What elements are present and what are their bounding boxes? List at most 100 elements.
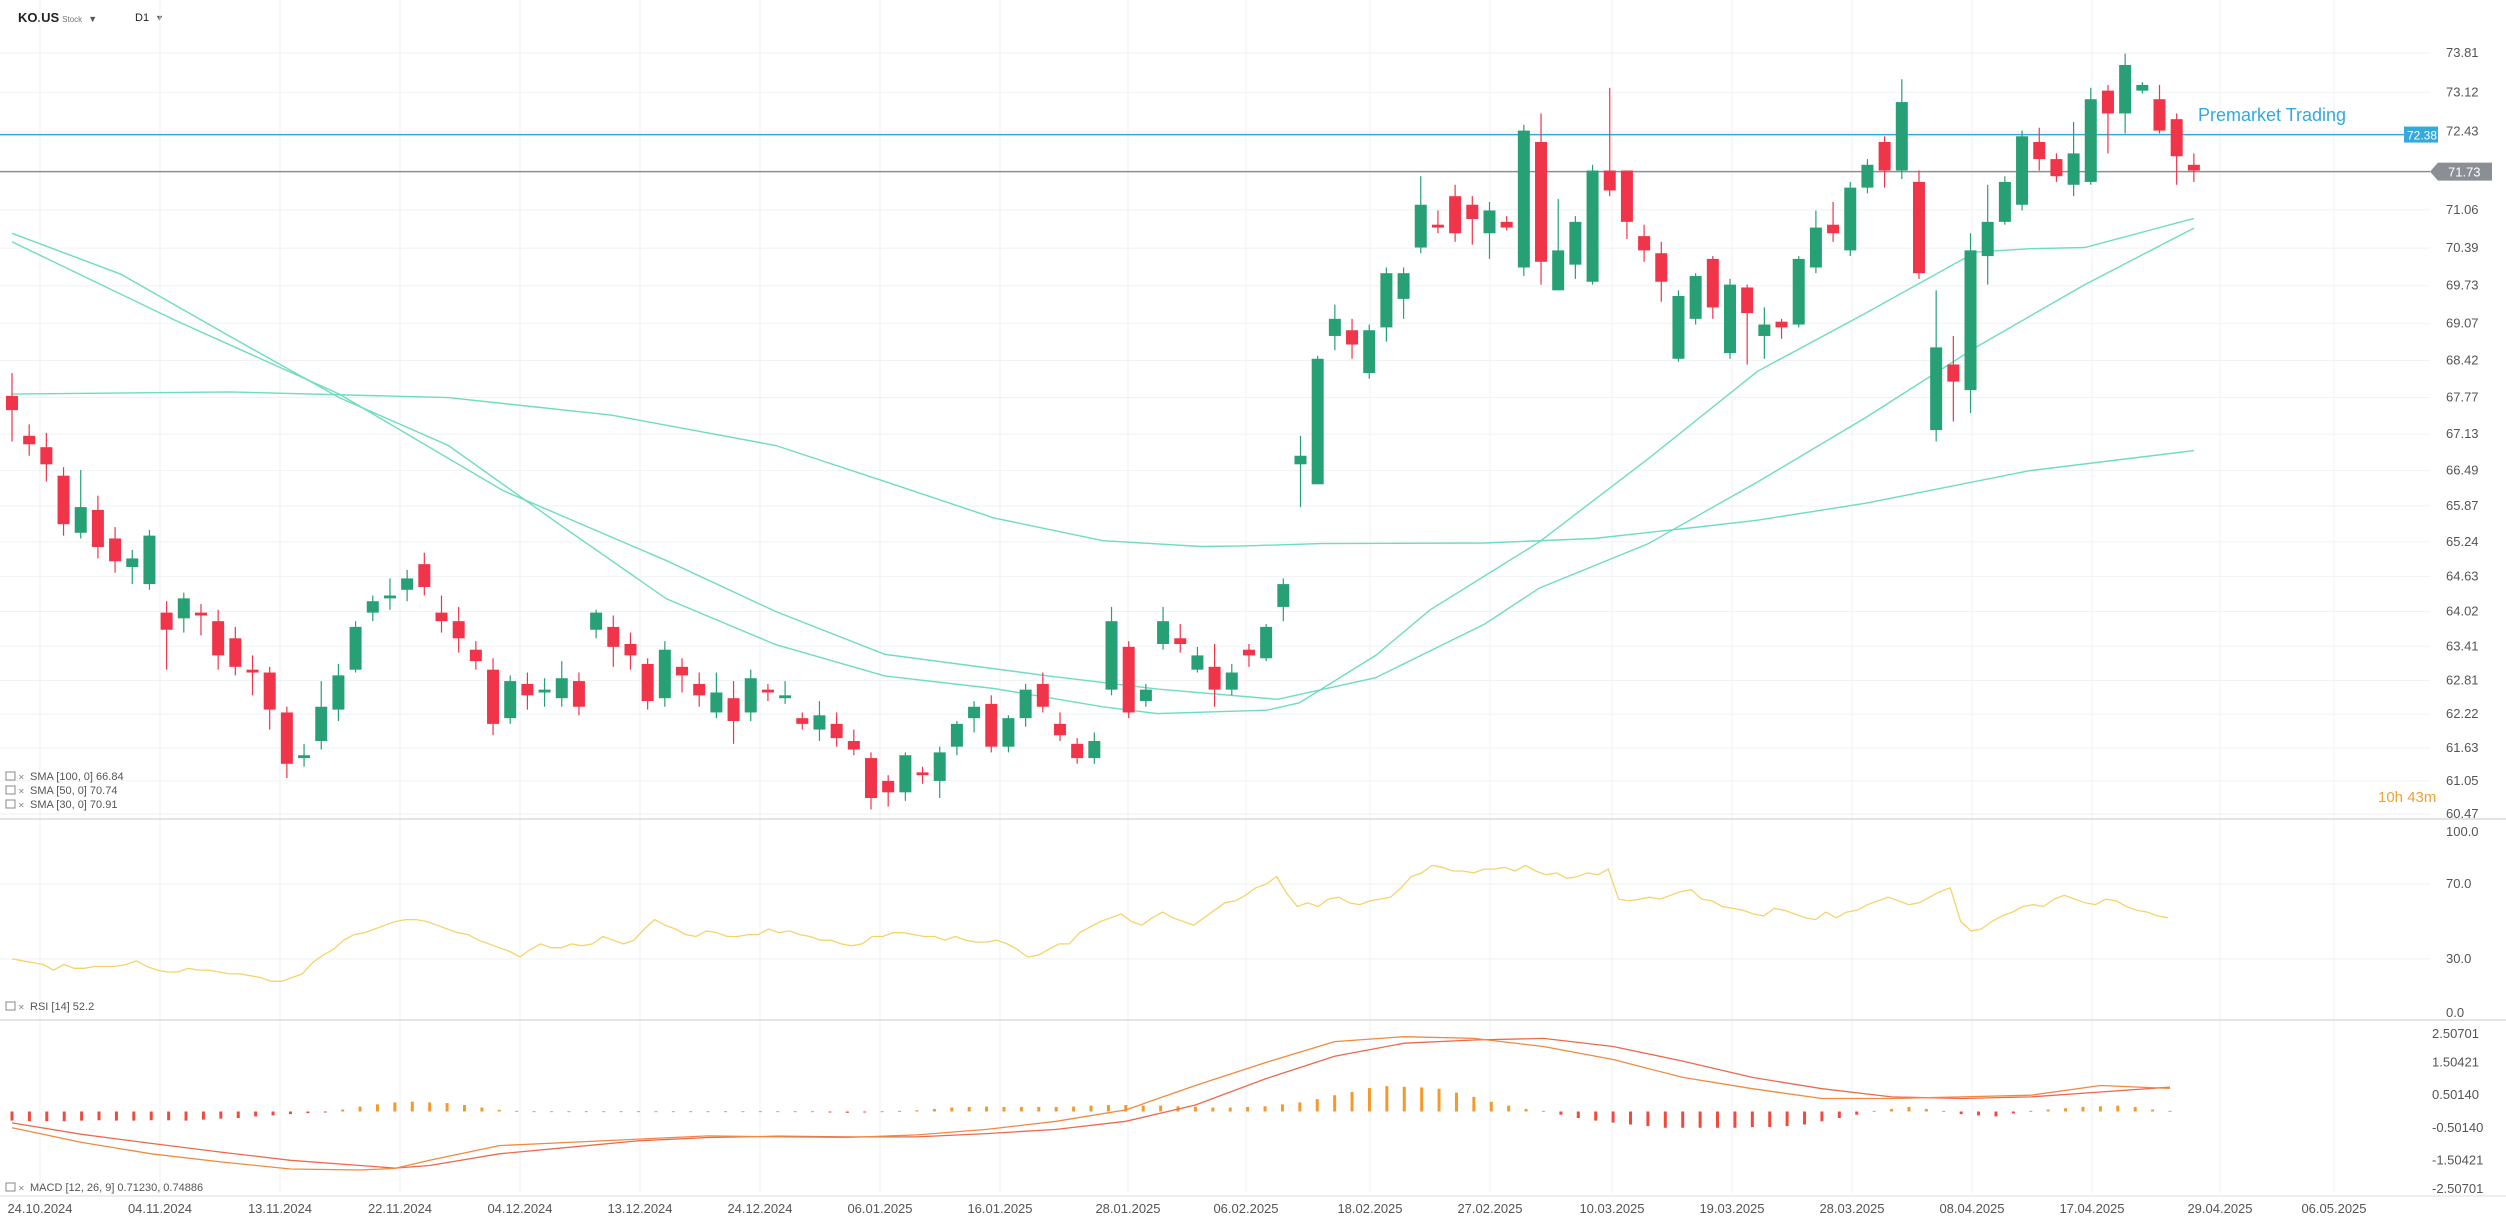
candle[interactable] — [1242, 644, 1255, 667]
candle[interactable] — [538, 678, 551, 707]
candle[interactable] — [796, 712, 809, 730]
candle[interactable] — [1380, 267, 1393, 342]
candle[interactable] — [1105, 606, 1118, 696]
candle[interactable] — [74, 470, 87, 539]
candle[interactable] — [1998, 176, 2011, 225]
candle[interactable] — [2170, 113, 2183, 185]
candle[interactable] — [779, 681, 792, 704]
candle[interactable] — [1947, 335, 1960, 422]
candle[interactable] — [1328, 304, 1341, 351]
candle[interactable] — [1466, 196, 1479, 245]
candle[interactable] — [607, 615, 620, 667]
candle[interactable] — [572, 672, 585, 716]
candle[interactable] — [2187, 153, 2200, 182]
candle[interactable] — [2101, 84, 2114, 154]
candle[interactable] — [6, 373, 18, 442]
candle[interactable] — [693, 672, 706, 707]
candle[interactable] — [761, 683, 774, 702]
candle[interactable] — [727, 681, 740, 744]
candle[interactable] — [916, 766, 929, 784]
candle[interactable] — [1535, 113, 1548, 285]
indicator-settings-icon[interactable] — [5, 785, 16, 795]
candle[interactable] — [1053, 712, 1066, 741]
candle[interactable] — [1603, 87, 1616, 197]
candle[interactable] — [452, 606, 465, 653]
candle[interactable] — [1758, 307, 1771, 359]
candle[interactable] — [263, 666, 276, 730]
candle[interactable] — [1122, 641, 1135, 719]
candle[interactable] — [1139, 683, 1152, 707]
candle[interactable] — [1672, 290, 1685, 362]
candle[interactable] — [710, 672, 723, 719]
candle[interactable] — [1844, 181, 1857, 257]
candle[interactable] — [590, 609, 603, 639]
candle[interactable] — [23, 424, 36, 456]
candle[interactable] — [194, 604, 207, 636]
candle[interactable] — [1689, 273, 1702, 325]
candle[interactable] — [555, 661, 568, 707]
candle[interactable] — [1981, 184, 1994, 285]
candle[interactable] — [1706, 256, 1719, 319]
indicator-settings-icon[interactable] — [5, 1182, 16, 1192]
candle[interactable] — [229, 626, 242, 676]
candle[interactable] — [1225, 663, 1238, 696]
candle[interactable] — [280, 706, 293, 779]
candle[interactable] — [1586, 164, 1599, 285]
candle[interactable] — [1775, 318, 1788, 339]
candle[interactable] — [1878, 136, 1891, 188]
candle[interactable] — [1431, 210, 1444, 234]
candle[interactable] — [624, 632, 637, 670]
candle[interactable] — [57, 467, 70, 536]
candle[interactable] — [1569, 216, 1582, 279]
candle[interactable] — [1002, 715, 1015, 753]
candle[interactable] — [1724, 278, 1736, 359]
candle[interactable] — [126, 549, 139, 585]
candle[interactable] — [1861, 159, 1874, 194]
candle[interactable] — [383, 578, 396, 610]
candle[interactable] — [1260, 624, 1273, 662]
candle[interactable] — [366, 595, 379, 622]
candle[interactable] — [1809, 210, 1822, 274]
candle[interactable] — [2016, 130, 2029, 211]
candle[interactable] — [2050, 153, 2063, 182]
candle[interactable] — [950, 721, 963, 756]
candle[interactable] — [1294, 435, 1307, 508]
candle[interactable] — [1741, 284, 1754, 365]
candle[interactable] — [435, 595, 448, 633]
candle[interactable] — [847, 729, 860, 756]
candle[interactable] — [1277, 578, 1290, 622]
candle[interactable] — [1036, 672, 1049, 713]
candle[interactable] — [469, 641, 482, 670]
candle[interactable] — [1964, 233, 1977, 413]
candle[interactable] — [1620, 170, 1633, 239]
candle[interactable] — [1191, 646, 1204, 673]
candle[interactable] — [332, 663, 345, 722]
candle[interactable] — [676, 658, 689, 693]
symbol-selector[interactable]: KO.US Stock ▼ — [18, 10, 97, 25]
candle[interactable] — [1930, 290, 1943, 442]
candle[interactable] — [521, 672, 534, 710]
candle[interactable] — [1208, 644, 1221, 707]
candle[interactable] — [882, 775, 895, 807]
candle[interactable] — [744, 669, 757, 722]
candle[interactable] — [487, 658, 500, 736]
candle[interactable] — [1912, 170, 1925, 279]
candle[interactable] — [40, 432, 53, 482]
candle[interactable] — [1174, 624, 1187, 653]
candle[interactable] — [2153, 84, 2166, 134]
candle[interactable] — [1895, 79, 1908, 180]
candle[interactable] — [418, 552, 431, 596]
candle[interactable] — [899, 752, 912, 801]
candle[interactable] — [1552, 199, 1565, 291]
candle[interactable] — [830, 712, 843, 747]
candle[interactable] — [985, 695, 998, 753]
candle[interactable] — [2136, 82, 2149, 94]
candle[interactable] — [1397, 267, 1410, 319]
candle[interactable] — [1363, 324, 1376, 379]
candle[interactable] — [1071, 738, 1084, 764]
indicator-settings-icon[interactable] — [5, 1001, 16, 1011]
candle[interactable] — [1638, 224, 1651, 262]
candle[interactable] — [1088, 732, 1101, 764]
